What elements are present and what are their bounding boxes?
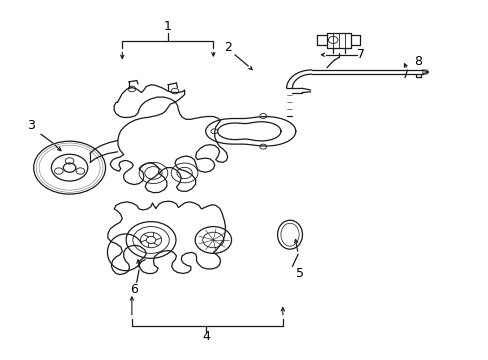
Text: 3: 3 xyxy=(27,119,35,132)
Text: 7: 7 xyxy=(356,48,365,61)
Text: 4: 4 xyxy=(202,330,210,343)
Text: 2: 2 xyxy=(224,41,231,54)
Text: 5: 5 xyxy=(295,267,303,280)
Text: 8: 8 xyxy=(414,55,422,68)
Text: 6: 6 xyxy=(130,283,138,296)
Text: 1: 1 xyxy=(163,20,171,33)
